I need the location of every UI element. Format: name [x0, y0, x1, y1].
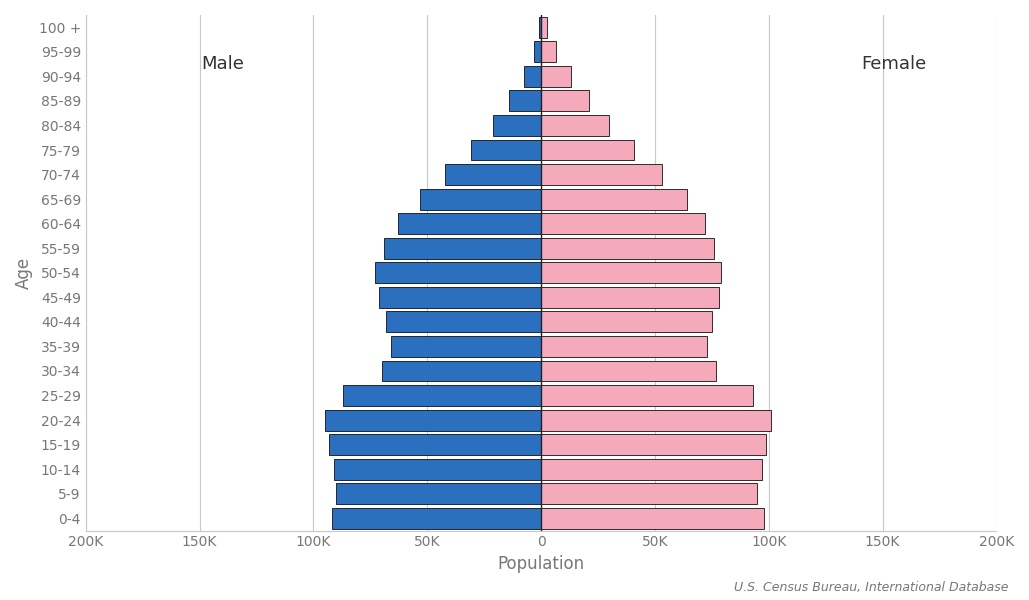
Bar — [541, 410, 771, 431]
Bar — [541, 262, 721, 283]
Bar — [509, 91, 541, 112]
Bar — [331, 508, 541, 529]
Bar — [375, 262, 541, 283]
Text: Female: Female — [861, 55, 926, 73]
Bar — [541, 41, 556, 62]
Bar — [541, 385, 753, 406]
Bar — [539, 17, 541, 38]
Bar — [329, 434, 541, 455]
Bar — [384, 238, 541, 259]
Bar — [541, 91, 589, 112]
Bar — [541, 287, 718, 308]
Bar — [446, 164, 541, 185]
Bar — [336, 484, 541, 504]
Bar — [541, 434, 767, 455]
Bar — [541, 140, 635, 160]
Bar — [382, 361, 541, 382]
Bar — [541, 115, 609, 136]
Bar — [334, 459, 541, 479]
Bar — [541, 189, 686, 209]
Bar — [541, 311, 712, 332]
Bar — [541, 508, 765, 529]
Bar — [541, 213, 705, 234]
Bar — [524, 66, 541, 87]
Bar — [380, 287, 541, 308]
Y-axis label: Age: Age — [15, 257, 33, 289]
Bar — [541, 484, 757, 504]
X-axis label: Population: Population — [497, 555, 584, 573]
Bar — [493, 115, 541, 136]
Bar — [386, 311, 541, 332]
Text: Male: Male — [201, 55, 244, 73]
Bar — [343, 385, 541, 406]
Bar — [541, 164, 662, 185]
Bar — [397, 213, 541, 234]
Bar — [541, 459, 761, 479]
Bar — [325, 410, 541, 431]
Bar — [541, 361, 716, 382]
Bar — [534, 41, 541, 62]
Bar — [421, 189, 541, 209]
Bar — [470, 140, 541, 160]
Bar — [541, 238, 714, 259]
Bar — [391, 336, 541, 357]
Bar — [541, 17, 546, 38]
Text: U.S. Census Bureau, International Database: U.S. Census Bureau, International Databa… — [734, 581, 1008, 594]
Bar — [541, 336, 707, 357]
Bar — [541, 66, 571, 87]
